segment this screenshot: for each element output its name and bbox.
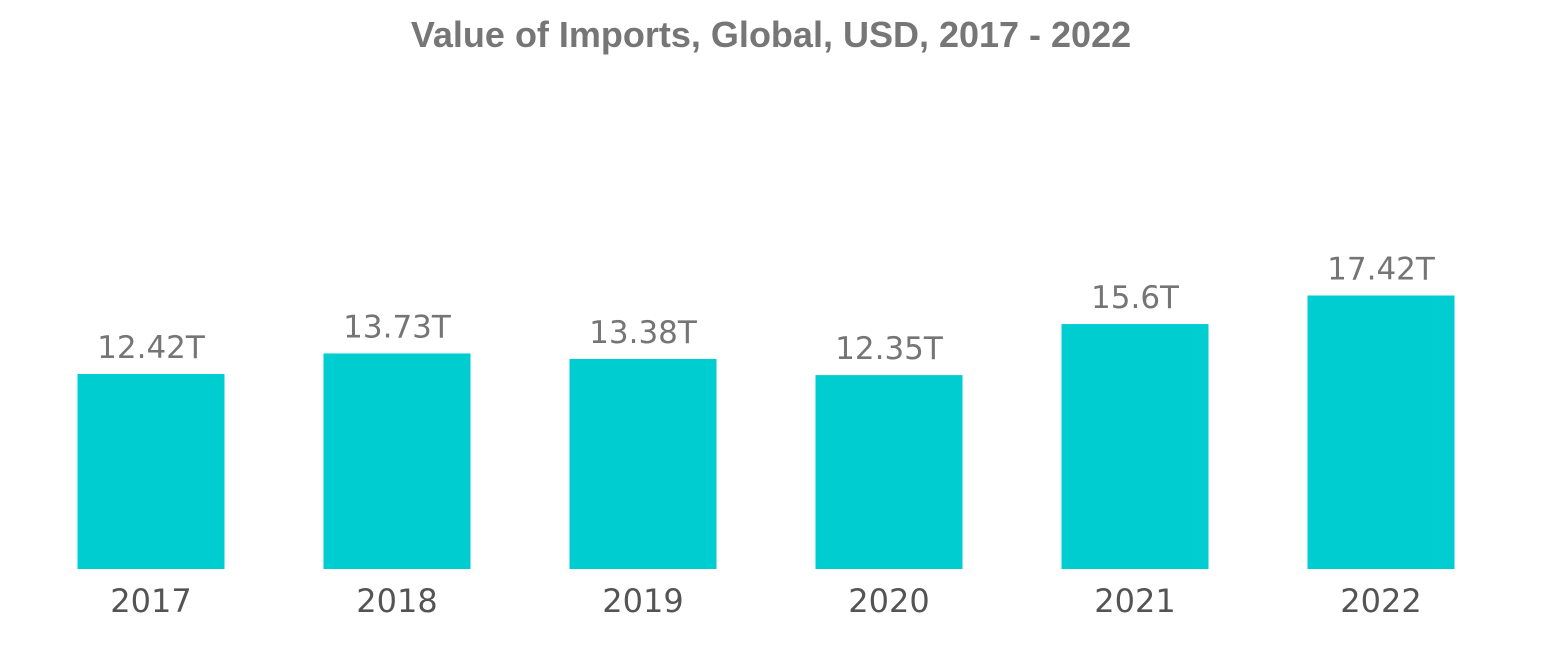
value-label-2019: 13.38T xyxy=(589,315,698,351)
value-label-2017: 12.42T xyxy=(97,330,206,366)
chart-title: Value of Imports, Global, USD, 2017 - 20… xyxy=(410,14,1132,55)
bars-group xyxy=(77,295,1455,569)
value-label-2021: 15.6T xyxy=(1091,280,1180,316)
value-labels-group: 12.42T 13.73T 13.38T 12.35T 15.6T 17.42T xyxy=(97,252,1436,368)
x-tick-label-2017: 2017 xyxy=(110,582,191,620)
x-tick-label-2018: 2018 xyxy=(356,582,437,620)
x-tick-label-2020: 2020 xyxy=(848,582,929,620)
bar-2018 xyxy=(323,353,471,569)
bar-2019 xyxy=(569,358,717,569)
value-label-2022: 17.42T xyxy=(1327,252,1436,288)
bar-2021 xyxy=(1061,324,1209,569)
bar-2022 xyxy=(1307,295,1455,569)
value-label-2020: 12.35T xyxy=(835,331,944,367)
x-tick-label-2019: 2019 xyxy=(602,582,683,620)
bar-2020 xyxy=(815,375,963,569)
x-tick-label-2022: 2022 xyxy=(1340,582,1421,620)
bar-2017 xyxy=(77,374,225,569)
x-axis-ticks: 2017 2018 2019 2020 2021 2022 xyxy=(110,582,1421,620)
x-tick-label-2021: 2021 xyxy=(1094,582,1175,620)
value-label-2018: 13.73T xyxy=(343,309,452,345)
